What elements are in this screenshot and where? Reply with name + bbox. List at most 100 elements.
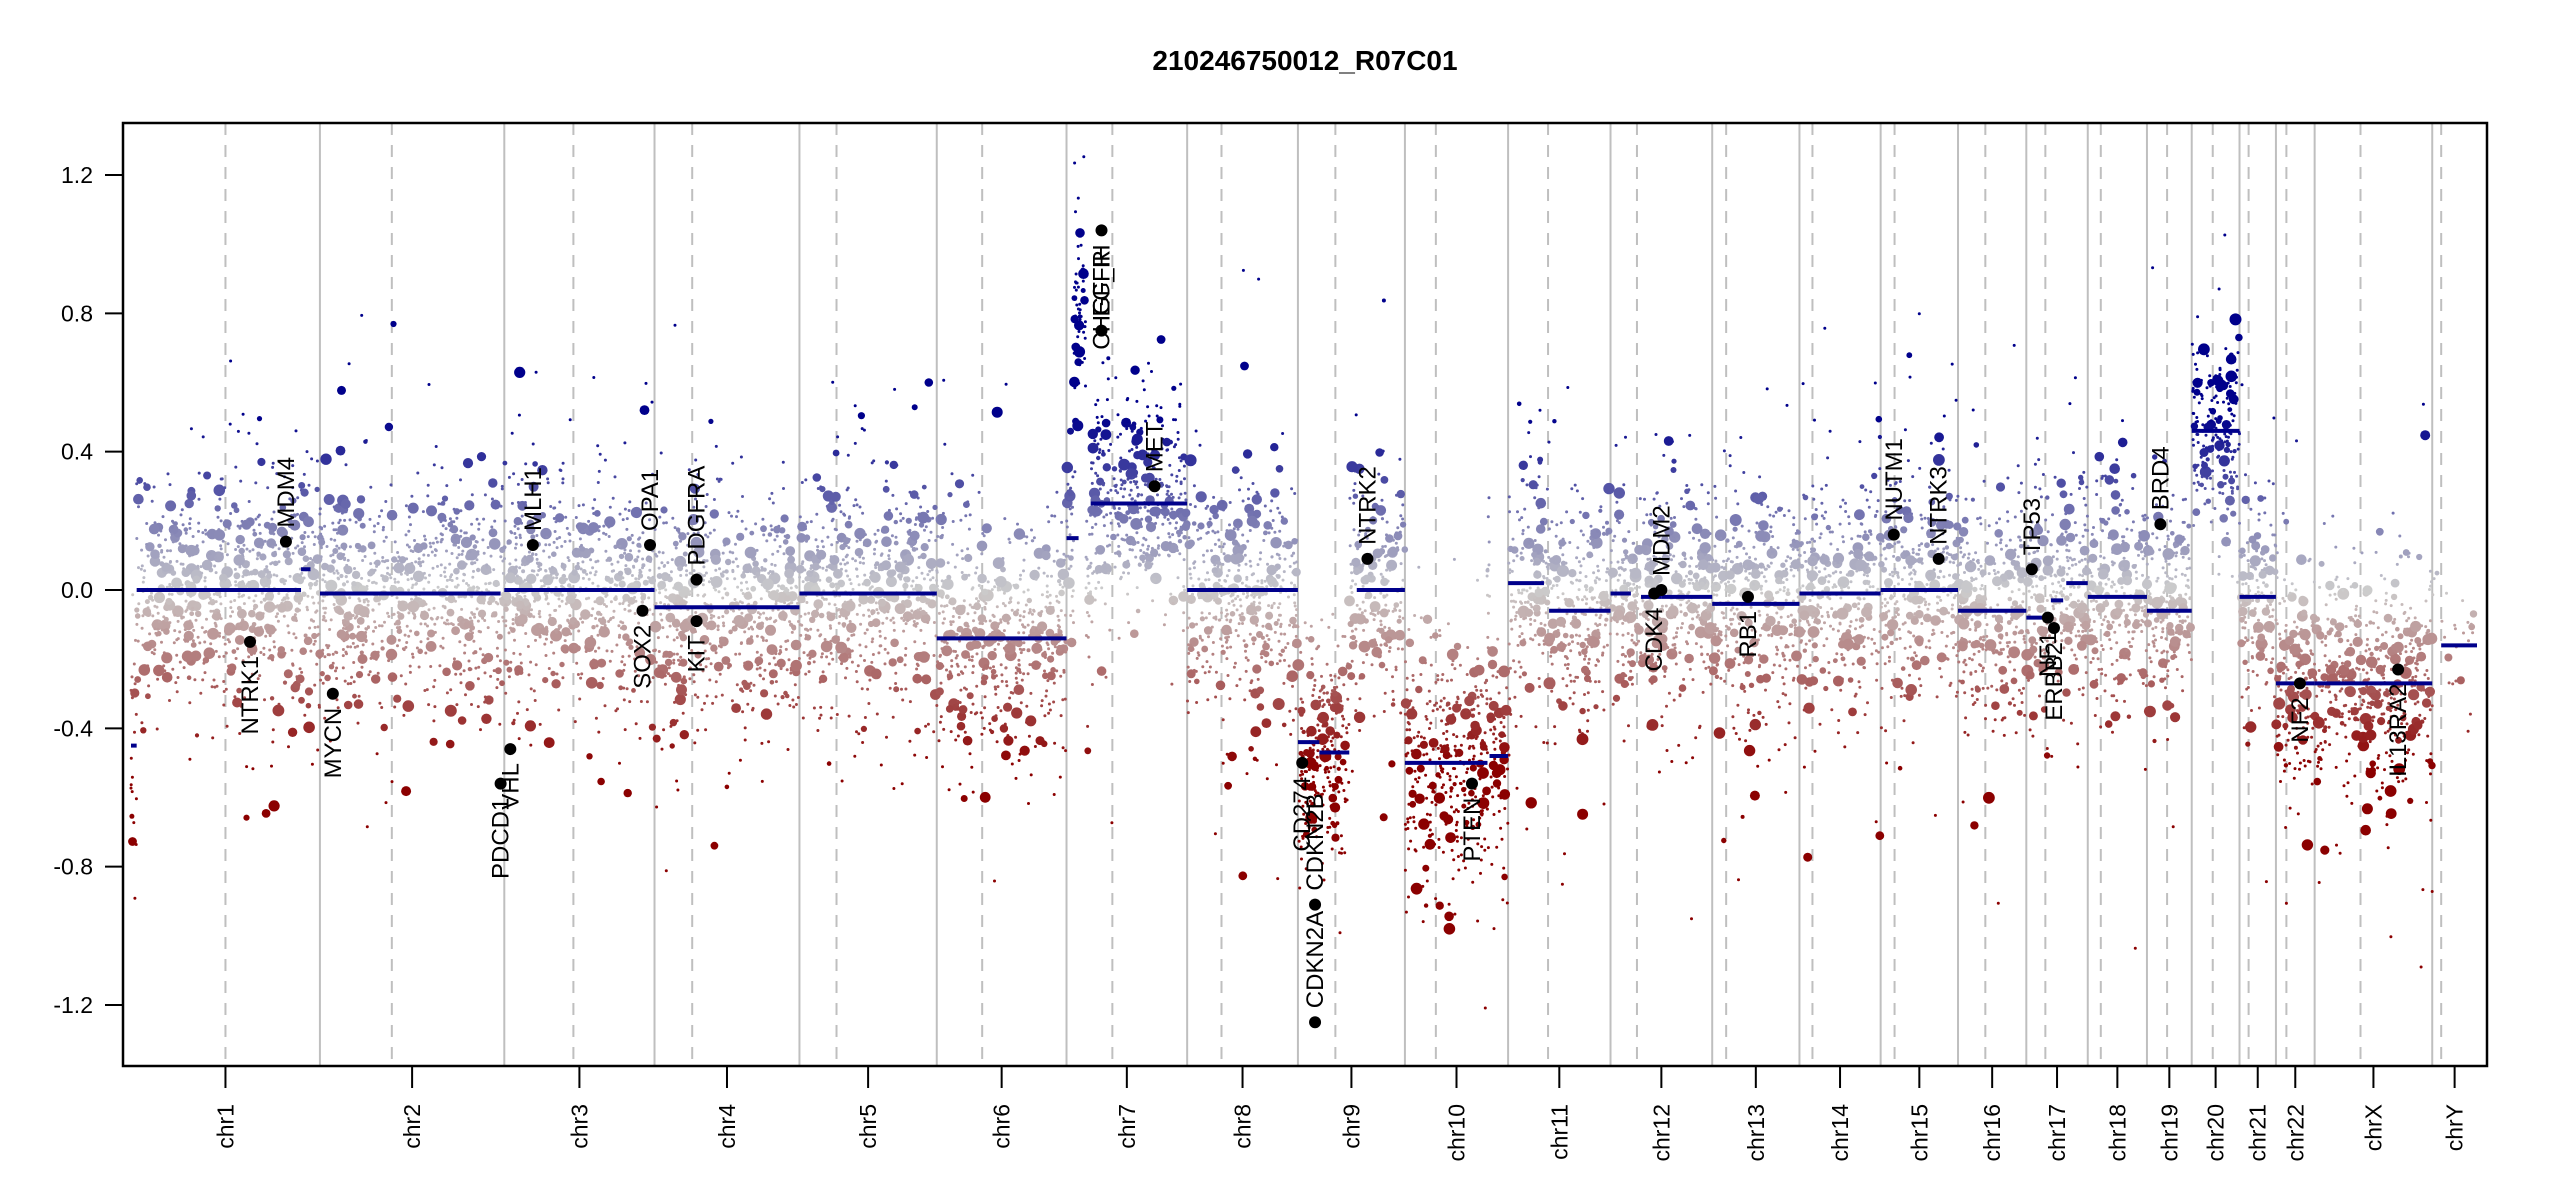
probe-point xyxy=(871,637,875,641)
probe-point xyxy=(913,523,917,526)
probe-point xyxy=(459,534,463,538)
probe-point xyxy=(390,780,394,784)
probe-point xyxy=(819,705,823,709)
probe-point xyxy=(259,651,263,654)
probe-point xyxy=(892,621,896,625)
probe-point xyxy=(257,457,266,467)
probe-point xyxy=(579,676,583,680)
probe-point xyxy=(830,706,834,710)
probe-point xyxy=(211,613,218,620)
probe-point xyxy=(468,550,472,554)
probe-point xyxy=(657,550,661,554)
probe-point xyxy=(255,557,259,561)
probe-point xyxy=(508,562,512,566)
probe-point xyxy=(810,570,813,574)
probe-point xyxy=(455,703,459,707)
probe-point xyxy=(140,727,147,734)
probe-point xyxy=(964,573,968,577)
probe-point xyxy=(148,523,160,535)
probe-point xyxy=(483,652,494,663)
probe-point xyxy=(1028,663,1032,667)
probe-point xyxy=(796,696,800,699)
probe-point xyxy=(1078,363,1082,367)
probe-point xyxy=(794,612,798,616)
probe-point xyxy=(812,473,822,482)
probe-point xyxy=(1225,612,1229,616)
probe-point xyxy=(1221,718,1225,722)
probe-point xyxy=(872,459,876,463)
probe-point xyxy=(1270,555,1274,559)
probe-point xyxy=(1401,616,1405,620)
probe-point xyxy=(420,542,428,550)
probe-point xyxy=(238,547,245,555)
probe-point xyxy=(1212,495,1216,499)
probe-point xyxy=(1181,508,1191,518)
probe-point xyxy=(419,564,423,568)
probe-point xyxy=(1060,520,1064,524)
probe-point xyxy=(349,632,356,640)
probe-point xyxy=(1275,552,1279,556)
probe-point xyxy=(1207,628,1211,631)
probe-point xyxy=(1237,563,1241,567)
probe-point xyxy=(951,620,955,624)
probe-point xyxy=(1134,555,1138,559)
probe-point xyxy=(910,584,914,588)
probe-point xyxy=(1283,632,1287,636)
probe-point xyxy=(660,561,664,565)
probe-point xyxy=(840,662,843,666)
probe-point xyxy=(739,581,743,585)
probe-point xyxy=(894,561,907,573)
probe-point xyxy=(436,585,440,589)
probe-point xyxy=(548,567,552,571)
probe-point xyxy=(1213,567,1217,571)
probe-point xyxy=(670,558,674,562)
probe-point xyxy=(479,728,482,732)
probe-point xyxy=(757,616,761,619)
probe-point xyxy=(371,608,375,612)
probe-point xyxy=(848,620,852,623)
probe-point xyxy=(386,566,390,570)
probe-point xyxy=(538,567,542,571)
probe-point xyxy=(1267,531,1271,535)
probe-point xyxy=(1263,521,1272,530)
probe-point xyxy=(990,630,996,636)
probe-point xyxy=(318,656,322,659)
probe-point xyxy=(1119,469,1122,473)
probe-point xyxy=(383,560,387,564)
probe-point xyxy=(188,634,192,638)
probe-point xyxy=(309,586,312,590)
probe-point xyxy=(771,501,775,505)
probe-point xyxy=(853,404,857,408)
probe-point xyxy=(1052,700,1056,704)
probe-point xyxy=(663,674,667,678)
probe-point xyxy=(837,608,841,611)
probe-point xyxy=(520,563,524,566)
probe-point xyxy=(1069,564,1073,568)
probe-point xyxy=(402,713,406,717)
probe-point xyxy=(1139,554,1146,562)
probe-point xyxy=(904,687,908,691)
probe-point xyxy=(1213,573,1217,576)
probe-point xyxy=(1273,621,1279,626)
probe-point xyxy=(1103,602,1107,606)
probe-point xyxy=(384,500,388,503)
probe-point xyxy=(606,556,613,562)
probe-point xyxy=(1217,618,1221,622)
probe-point xyxy=(674,602,678,606)
probe-point xyxy=(949,672,953,676)
probe-point xyxy=(1060,633,1063,637)
probe-point xyxy=(1086,724,1090,728)
probe-point xyxy=(1252,603,1256,607)
probe-point xyxy=(808,649,817,658)
probe-point xyxy=(181,568,191,577)
probe-point xyxy=(340,542,348,550)
probe-point xyxy=(1192,566,1196,570)
probe-point xyxy=(130,775,134,779)
probe-point xyxy=(1026,588,1030,592)
probe-point xyxy=(944,594,950,600)
probe-point xyxy=(535,573,539,577)
probe-point xyxy=(1168,535,1172,539)
probe-point xyxy=(1278,652,1282,656)
probe-point xyxy=(808,558,812,562)
probe-point xyxy=(909,530,920,541)
